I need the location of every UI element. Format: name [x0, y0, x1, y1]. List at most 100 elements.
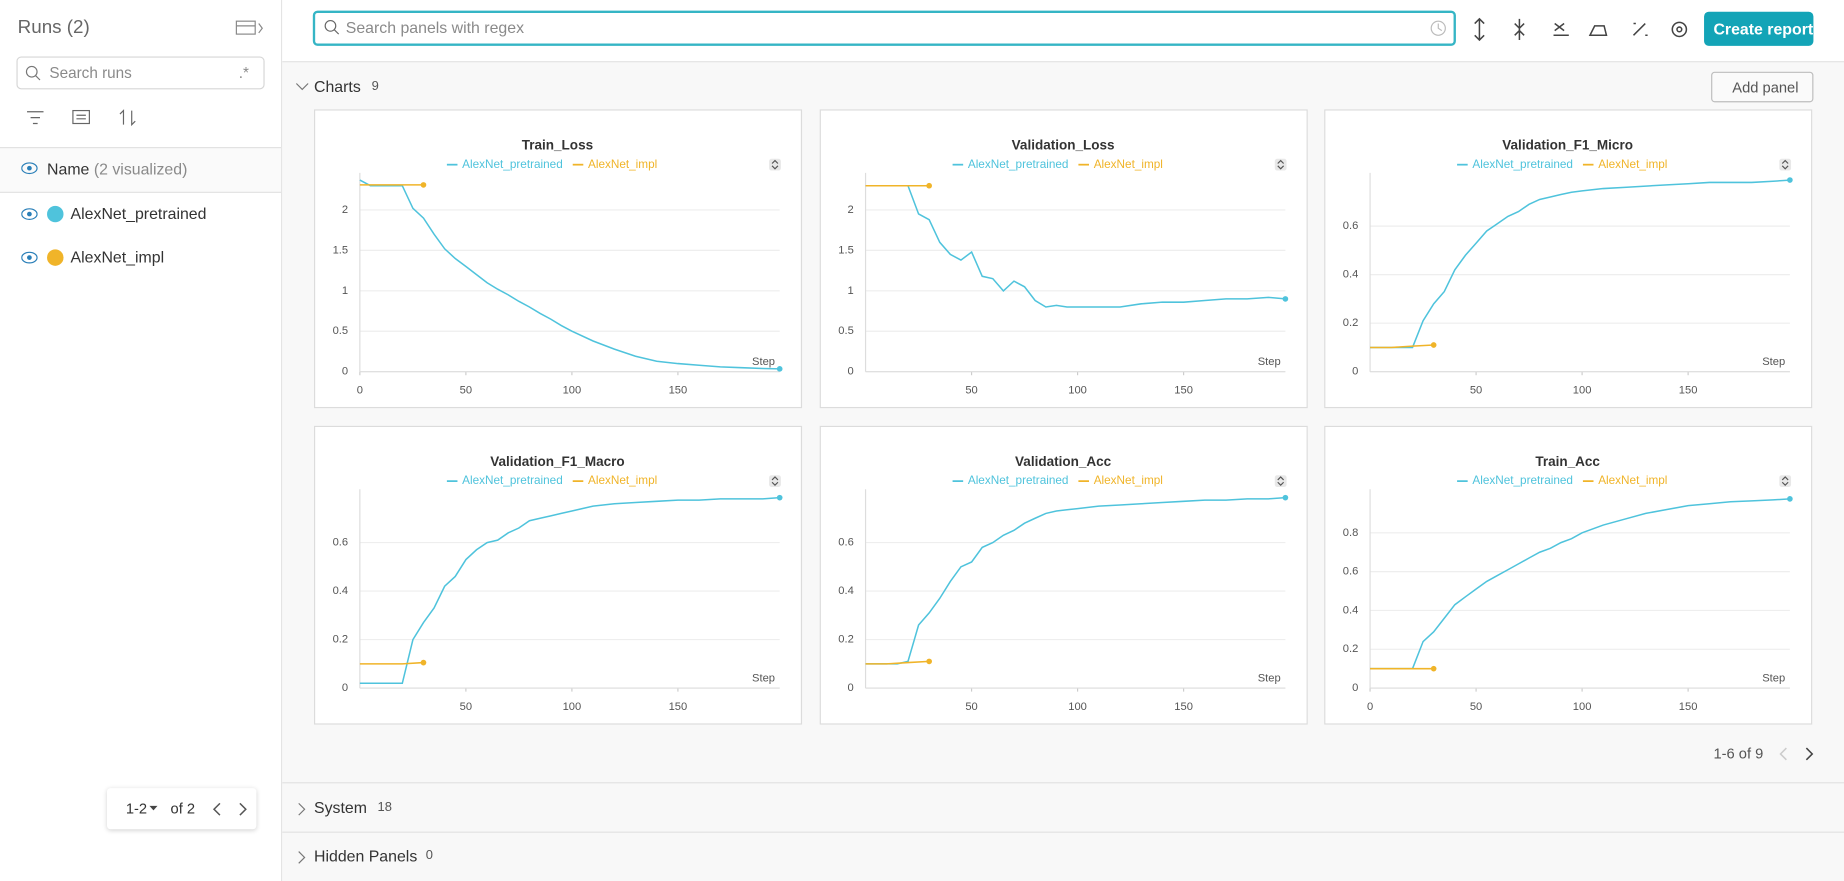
- legend-toggle[interactable]: [1274, 158, 1286, 171]
- y-tick-label: 0.2: [838, 634, 854, 646]
- run-tools[interactable]: [26, 108, 144, 127]
- section-title[interactable]: Charts: [313, 77, 361, 96]
- x-tick-label: 150: [1679, 384, 1698, 396]
- chevron-right[interactable]: [296, 850, 308, 864]
- y-tick-label: 0.5: [333, 325, 349, 337]
- chart-panel: Validation_F1_Macro AlexNet_pretrained Ale…: [313, 425, 803, 725]
- eye-outline: [21, 251, 38, 264]
- toggle-arrows: [1276, 159, 1284, 170]
- x-tick-label: 100: [563, 701, 582, 713]
- chart: Train_Loss AlexNet_pretrained AlexNet_impl…: [333, 137, 783, 396]
- chart-panel: Validation_Loss AlexNet_pretrained AlexNet…: [819, 109, 1308, 409]
- name-header: Name (2 visualized): [47, 161, 187, 177]
- legend-label: AlexNet_impl: [588, 158, 657, 171]
- eye-icon[interactable]: [21, 161, 40, 175]
- toggle-arrows: [1781, 159, 1789, 170]
- chart-title: Validation_F1_Macro: [490, 454, 624, 469]
- x-tick-label: 50: [965, 384, 977, 396]
- page-arrows[interactable]: [211, 801, 251, 817]
- chart-panel: Train_Acc AlexNet_pretrained AlexNet_impl 0…: [1324, 425, 1813, 725]
- y-tick-label: 0.2: [1343, 317, 1359, 329]
- chart: Validation_F1_Macro AlexNet_pretrained Ale…: [333, 454, 783, 713]
- create-report-button[interactable]: Create report: [1704, 11, 1814, 46]
- toggle-arrows: [771, 159, 779, 170]
- x-tick-label: 50: [460, 701, 472, 713]
- x-tick-label: 0: [357, 384, 363, 396]
- end-point: [420, 182, 427, 188]
- y-tick-label: 0.8: [1343, 527, 1359, 539]
- section-count: 9: [371, 79, 379, 94]
- y-tick-label: 0.6: [333, 536, 349, 548]
- dropdown-caret: [149, 805, 158, 811]
- eye-icon[interactable]: [21, 207, 40, 221]
- toggle-arrows: [1781, 476, 1789, 487]
- regex-toggle[interactable]: .*: [238, 64, 249, 82]
- chart: Validation_Loss AlexNet_pretrained AlexNet…: [838, 137, 1288, 396]
- y-tick-label: 1.5: [333, 244, 349, 256]
- end-point: [776, 494, 783, 501]
- run-search[interactable]: [16, 56, 265, 90]
- section-title[interactable]: System: [313, 798, 367, 817]
- chart: Train_Acc AlexNet_pretrained AlexNet_impl 0…: [1343, 454, 1793, 713]
- create-report-label: Create report: [1713, 20, 1814, 38]
- table-icon[interactable]: [235, 19, 266, 38]
- legend-label: AlexNet_impl: [588, 474, 657, 487]
- x-axis-label: Step: [1257, 673, 1280, 685]
- legend-label: AlexNet_pretrained: [1472, 158, 1573, 171]
- x-tick-label: 50: [1470, 701, 1482, 713]
- panel-pagination: 1-6 of 9: [1713, 745, 1764, 762]
- chart-panel: Train_Loss AlexNet_pretrained AlexNet_impl…: [313, 109, 803, 409]
- name-label: Name: [47, 160, 90, 178]
- add-panel-label: Add panel: [1732, 79, 1799, 97]
- y-tick-label: 0.4: [333, 585, 349, 597]
- search-icon: [324, 19, 340, 35]
- chart-title: Train_Loss: [522, 137, 593, 152]
- series-line: [1370, 498, 1790, 670]
- name-header-row: [0, 147, 282, 193]
- chart: Validation_Acc AlexNet_pretrained AlexNet_…: [838, 454, 1288, 713]
- legend-toggle[interactable]: [769, 158, 781, 171]
- history-icon[interactable]: [1429, 19, 1448, 38]
- legend-label: AlexNet_impl: [1598, 158, 1667, 171]
- chevron-down[interactable]: [295, 81, 309, 93]
- chart-title: Validation_Acc: [1014, 454, 1111, 469]
- x-tick-label: 50: [1470, 384, 1482, 396]
- toolbar-icons[interactable]: [1468, 16, 1691, 42]
- x-axis-label: Step: [1762, 673, 1785, 685]
- series-line: [359, 661, 424, 665]
- x-tick-label: 50: [460, 384, 472, 396]
- end-point: [1281, 296, 1288, 302]
- toggle-arrows: [771, 476, 779, 487]
- legend-toggle[interactable]: [1779, 475, 1792, 487]
- x-tick-label: 100: [1068, 701, 1087, 713]
- y-tick-label: 0: [847, 682, 853, 694]
- y-tick-label: 0.6: [1343, 220, 1359, 232]
- legend-toggle[interactable]: [769, 475, 781, 487]
- y-tick-label: 0: [342, 366, 348, 378]
- run-color-dot: [47, 249, 64, 266]
- chevron-right[interactable]: [296, 802, 308, 816]
- y-tick-label: 0.2: [1343, 643, 1359, 655]
- divider: [282, 831, 1844, 833]
- x-axis-label: Step: [1257, 356, 1280, 368]
- end-point: [1430, 665, 1437, 672]
- add-panel-button[interactable]: Add panel: [1711, 71, 1814, 103]
- eye-icon[interactable]: [21, 251, 40, 265]
- runs-title: Runs (2): [17, 17, 90, 38]
- x-tick-label: 150: [669, 384, 688, 396]
- legend-toggle[interactable]: [1274, 475, 1286, 487]
- eye-outline: [21, 208, 38, 220]
- x-tick-label: 100: [1573, 384, 1592, 396]
- page-range[interactable]: 1-2: [125, 800, 148, 818]
- section-title[interactable]: Hidden Panels: [313, 847, 418, 865]
- y-tick-label: 1: [847, 285, 853, 297]
- legend-toggle[interactable]: [1779, 158, 1792, 171]
- end-point: [776, 366, 783, 372]
- run-name: AlexNet_pretrained: [70, 204, 207, 223]
- legend-label: AlexNet_pretrained: [1472, 474, 1573, 487]
- legend-label: AlexNet_pretrained: [967, 474, 1068, 487]
- panel-page-arrows[interactable]: [1777, 746, 1817, 762]
- chart: Validation_F1_Micro AlexNet_pretrained Ale…: [1343, 137, 1793, 396]
- panel-search[interactable]: [312, 10, 1456, 46]
- end-point: [925, 658, 932, 665]
